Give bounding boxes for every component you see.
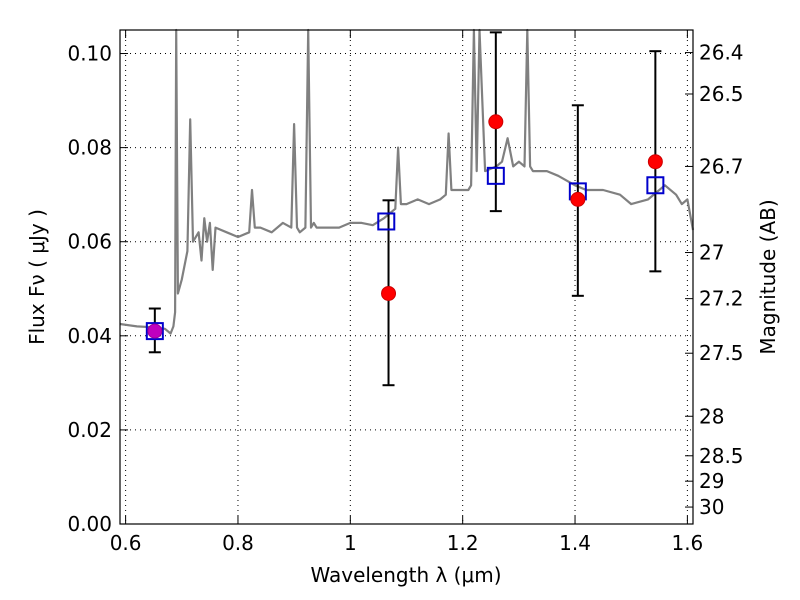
model-band-square <box>377 212 396 231</box>
magnitude-tick-label: 28 <box>699 404 724 428</box>
x-tick-labels: 0.6 0.8 1 1.2 1.4 1.6 <box>110 531 704 555</box>
x-tick-label: 1.4 <box>559 531 591 555</box>
magnitude-tick-label: 29 <box>699 469 724 493</box>
observed-flux-point <box>570 191 586 207</box>
magnitude-tick-label: 26.7 <box>699 154 744 178</box>
x-tick-label: 0.6 <box>110 531 142 555</box>
plot-frame <box>119 29 694 525</box>
y-tick-label: 0.02 <box>67 418 112 442</box>
x-tick-label: 1.6 <box>671 531 703 555</box>
axis-ticks <box>120 30 693 525</box>
magnitude-tick-label: 27.2 <box>699 287 744 311</box>
observed-flux-point <box>147 323 163 339</box>
x-tick-label: 1.2 <box>447 531 479 555</box>
model-band-square <box>145 322 164 341</box>
y-axis-title: Flux Fν ( μJy ) <box>25 209 49 345</box>
magnitude-tick-label: 27.5 <box>699 341 744 365</box>
x-axis-title: Wavelength λ (μm) <box>310 563 501 587</box>
model-band-square <box>646 176 665 195</box>
model-band-square <box>486 166 505 185</box>
observed-flux-point <box>647 154 663 170</box>
data-points <box>145 114 665 341</box>
magnitude-tick-label: 26.5 <box>699 82 744 106</box>
y-tick-labels: 0.00 0.02 0.04 0.06 0.08 0.10 <box>67 42 112 536</box>
magnitude-tick-label: 26.4 <box>699 41 744 65</box>
y-tick-label: 0.06 <box>67 230 112 254</box>
magnitude-tick-label: 28.5 <box>699 444 744 468</box>
observed-flux-point <box>381 285 397 301</box>
y-tick-label: 0.08 <box>67 136 112 160</box>
observed-flux-point <box>488 114 504 130</box>
y-tick-label: 0.04 <box>67 324 112 348</box>
y-tick-label: 0.00 <box>67 512 112 536</box>
x-tick-label: 1 <box>344 531 357 555</box>
magnitude-axis-title: Magnitude (AB) <box>756 199 780 354</box>
y-tick-label: 0.10 <box>67 42 112 66</box>
magnitude-tick-label: 27 <box>699 241 724 265</box>
x-tick-label: 0.8 <box>222 531 254 555</box>
magnitude-tick-label: 30 <box>699 495 724 519</box>
